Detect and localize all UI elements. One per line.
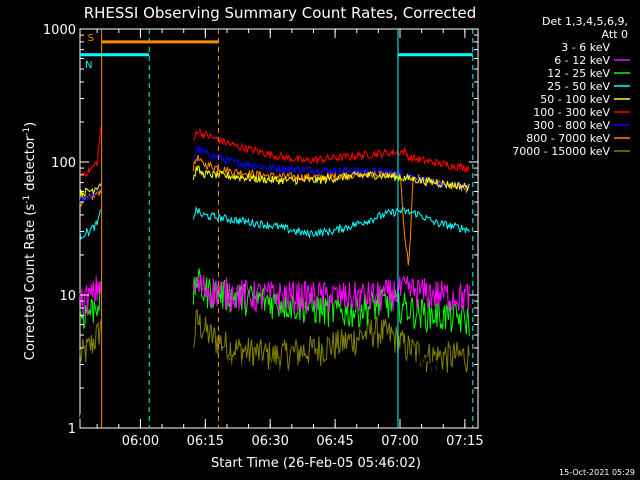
x-tick-label: 06:30 <box>251 434 288 449</box>
legend-label: 100 - 300 keV <box>533 106 610 119</box>
x-axis-label: Start Time (26-Feb-05 05:46:02) <box>211 456 421 471</box>
series-line <box>79 165 470 198</box>
x-tick-label: 06:15 <box>187 434 224 449</box>
ticks-group: 1 10 100 1000 06:00 06:15 06:30 06:45 07:00 07:15 <box>43 23 484 449</box>
series-line <box>79 205 470 240</box>
series-line <box>79 309 470 374</box>
x-tick-label: 07:00 <box>381 434 418 449</box>
x-tick-label: 07:15 <box>446 434 483 449</box>
markers-group <box>101 29 474 428</box>
flags-group: SN <box>80 33 473 71</box>
legend-label: 25 - 50 keV <box>547 80 610 93</box>
x-tick-label: 06:00 <box>122 434 159 449</box>
y-tick-label: 1000 <box>43 23 76 38</box>
axes-group <box>79 28 479 429</box>
legend-label: 6 - 12 keV <box>554 54 610 67</box>
legend-label: 7000 - 15000 keV <box>512 145 610 158</box>
y-tick-label: 1 <box>68 422 76 437</box>
legend-label: 800 - 7000 keV <box>526 132 610 145</box>
series-line <box>79 344 470 421</box>
series-line <box>79 126 470 177</box>
flag-label: N <box>85 60 92 71</box>
legend-label: 3 - 6 keV <box>561 41 610 54</box>
x-tick-label: 06:45 <box>316 434 353 449</box>
y-tick-label: 10 <box>59 289 76 304</box>
flag-label: S <box>88 33 94 44</box>
chart-title: RHESSI Observing Summary Count Rates, Co… <box>84 4 477 22</box>
legend-header: Det 1,3,4,5,6,9, <box>542 15 628 28</box>
y-axis-label: Corrected Count Rate (s-1 detector-1) <box>22 122 38 360</box>
timestamp: 15-Oct-2021 05:29 <box>559 468 635 477</box>
y-tick-label: 100 <box>51 156 76 171</box>
legend-header: Att 0 <box>602 28 628 41</box>
series-line <box>79 145 470 204</box>
plot-frame <box>79 28 479 429</box>
legend-label: 12 - 25 keV <box>547 67 610 80</box>
legend-label: 50 - 100 keV <box>540 93 610 106</box>
series-group <box>79 126 470 421</box>
legend-label: 300 - 800 keV <box>533 119 610 132</box>
